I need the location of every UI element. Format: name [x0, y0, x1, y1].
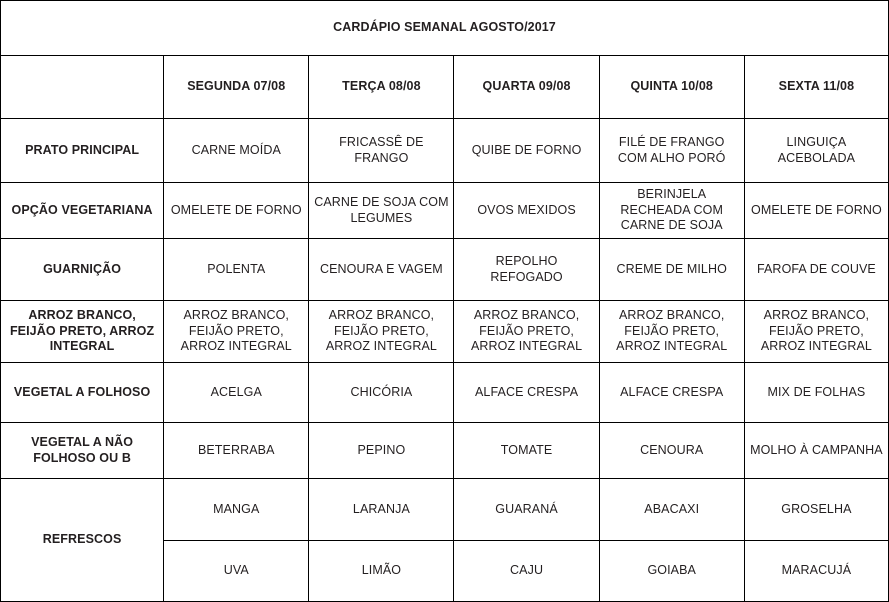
cell-refrescos2-terca: LIMÃO: [308, 540, 455, 602]
cell-refrescos1-sexta: GROSELHA: [743, 478, 889, 541]
cell-refrescos2-sexta: MARACUJÁ: [743, 540, 889, 602]
cell-prato-principal-terca: FRICASSÊ DE FRANGO: [308, 118, 455, 183]
cell-vegetal-nao-folhoso-segunda: BETERRABA: [163, 422, 310, 479]
cell-vegetal-nao-folhoso-terca: PEPINO: [308, 422, 455, 479]
row-label-refrescos: REFRESCOS: [0, 478, 165, 602]
table-row-guarnicao: GUARNIÇÃO POLENTA CENOURA E VAGEM REPOLH…: [0, 238, 889, 301]
row-label-opcao-vegetariana: OPÇÃO VEGETARIANA: [0, 182, 165, 239]
cell-guarnicao-sexta: FAROFA DE COUVE: [743, 238, 889, 301]
cell-guarnicao-segunda: POLENTA: [163, 238, 310, 301]
cell-guarnicao-quinta: CREME DE MILHO: [598, 238, 745, 301]
table-row-vegetal-a-folhoso: VEGETAL A FOLHOSO ACELGA CHICÓRIA ALFACE…: [0, 362, 889, 423]
title-row: CARDÁPIO SEMANAL AGOSTO/2017: [0, 0, 889, 56]
row-label-arroz-feijao: ARROZ BRANCO, FEIJÃO PRETO, ARROZ INTEGR…: [0, 300, 165, 363]
day-header-quarta: QUARTA 09/08: [453, 55, 600, 119]
cell-prato-principal-quinta: FILÉ DE FRANGO COM ALHO PORÓ: [598, 118, 745, 183]
table-row-refrescos-2: UVA LIMÃO CAJU GOIABA MARACUJÁ: [1, 540, 889, 602]
cell-vegetal-folhoso-terca: CHICÓRIA: [308, 362, 455, 423]
row-label-vegetal-a-folhoso: VEGETAL A FOLHOSO: [0, 362, 165, 423]
cell-opcao-vegetariana-quinta: BERINJELA RECHEADA COM CARNE DE SOJA: [598, 182, 745, 239]
cell-guarnicao-terca: CENOURA E VAGEM: [308, 238, 455, 301]
corner-cell: [0, 55, 165, 119]
cell-opcao-vegetariana-terca: CARNE DE SOJA COM LEGUMES: [308, 182, 455, 239]
cell-refrescos2-quinta: GOIABA: [598, 540, 745, 602]
table-row-refrescos-1: REFRESCOS MANGA LARANJA GUARANÁ ABACAXI …: [0, 478, 889, 602]
row-label-prato-principal: PRATO PRINCIPAL: [0, 118, 165, 183]
cell-refrescos1-quinta: ABACAXI: [598, 478, 745, 541]
cell-refrescos1-terca: LARANJA: [308, 478, 455, 541]
header-row: SEGUNDA 07/08 TERÇA 08/08 QUARTA 09/08 Q…: [0, 55, 889, 119]
cell-prato-principal-quarta: QUIBE DE FORNO: [453, 118, 600, 183]
cell-opcao-vegetariana-sexta: OMELETE DE FORNO: [743, 182, 889, 239]
cell-refrescos2-segunda: UVA: [163, 540, 310, 602]
cell-vegetal-folhoso-segunda: ACELGA: [163, 362, 310, 423]
cell-vegetal-nao-folhoso-sexta: MOLHO À CAMPANHA: [743, 422, 889, 479]
cell-refrescos2-quarta: CAJU: [453, 540, 600, 602]
cell-arroz-feijao-quarta: ARROZ BRANCO, FEIJÃO PRETO, ARROZ INTEGR…: [453, 300, 600, 363]
cell-vegetal-folhoso-sexta: MIX DE FOLHAS: [743, 362, 889, 423]
cell-vegetal-nao-folhoso-quarta: TOMATE: [453, 422, 600, 479]
table-row-arroz-feijao: ARROZ BRANCO, FEIJÃO PRETO, ARROZ INTEGR…: [0, 300, 889, 363]
cell-opcao-vegetariana-segunda: OMELETE DE FORNO: [163, 182, 310, 239]
cell-refrescos1-segunda: MANGA: [163, 478, 310, 541]
cell-opcao-vegetariana-quarta: OVOS MEXIDOS: [453, 182, 600, 239]
row-label-guarnicao: GUARNIÇÃO: [0, 238, 165, 301]
day-header-quinta: QUINTA 10/08: [598, 55, 745, 119]
table-row-opcao-vegetariana: OPÇÃO VEGETARIANA OMELETE DE FORNO CARNE…: [0, 182, 889, 239]
cell-prato-principal-segunda: CARNE MOÍDA: [163, 118, 310, 183]
page-title: CARDÁPIO SEMANAL AGOSTO/2017: [0, 0, 889, 56]
cell-arroz-feijao-quinta: ARROZ BRANCO, FEIJÃO PRETO, ARROZ INTEGR…: [598, 300, 745, 363]
cell-refrescos1-quarta: GUARANÁ: [453, 478, 600, 541]
table-row-prato-principal: PRATO PRINCIPAL CARNE MOÍDA FRICASSÊ DE …: [0, 118, 889, 183]
row-label-vegetal-a-nao-folhoso: VEGETAL A NÃO FOLHOSO OU B: [0, 422, 165, 479]
cell-arroz-feijao-segunda: ARROZ BRANCO, FEIJÃO PRETO, ARROZ INTEGR…: [163, 300, 310, 363]
day-header-sexta: SEXTA 11/08: [743, 55, 889, 119]
cell-vegetal-folhoso-quarta: ALFACE CRESPA: [453, 362, 600, 423]
cell-vegetal-folhoso-quinta: ALFACE CRESPA: [598, 362, 745, 423]
cell-prato-principal-sexta: LINGUIÇA ACEBOLADA: [743, 118, 889, 183]
table-row-vegetal-a-nao-folhoso: VEGETAL A NÃO FOLHOSO OU B BETERRABA PEP…: [0, 422, 889, 479]
day-header-terca: TERÇA 08/08: [308, 55, 455, 119]
cell-vegetal-nao-folhoso-quinta: CENOURA: [598, 422, 745, 479]
day-header-segunda: SEGUNDA 07/08: [163, 55, 310, 119]
cell-arroz-feijao-terca: ARROZ BRANCO, FEIJÃO PRETO, ARROZ INTEGR…: [308, 300, 455, 363]
cell-arroz-feijao-sexta: ARROZ BRANCO, FEIJÃO PRETO, ARROZ INTEGR…: [743, 300, 889, 363]
cell-guarnicao-quarta: REPOLHO REFOGADO: [453, 238, 600, 301]
